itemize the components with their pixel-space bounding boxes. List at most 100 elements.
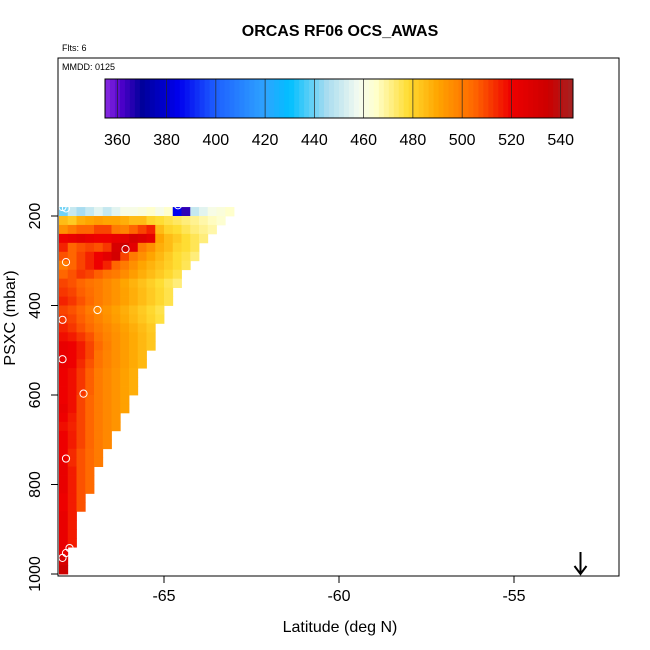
heatmap-cell: [59, 323, 69, 333]
colorbar-swatch: [518, 79, 524, 118]
heatmap-cell: [111, 314, 121, 324]
heatmap-cell: [164, 216, 174, 226]
heatmap-cell: [111, 359, 121, 369]
colorbar-swatch: [334, 79, 340, 118]
heatmap-cell: [146, 305, 156, 315]
colorbar-swatch: [264, 79, 270, 118]
colorbar-swatch: [468, 79, 474, 118]
heatmap-cell: [102, 395, 112, 405]
heatmap-cell: [120, 395, 130, 405]
heatmap-cell: [67, 439, 77, 450]
heatmap-cell: [76, 412, 86, 423]
heatmap-cell: [155, 242, 165, 253]
heatmap-cell: [67, 224, 77, 235]
heatmap-cell: [67, 412, 77, 423]
heatmap-cell: [102, 421, 112, 432]
heatmap-cell: [120, 287, 130, 297]
colorbar-swatch: [488, 79, 494, 118]
heatmap-cell: [129, 242, 139, 253]
heatmap-cell: [59, 511, 69, 521]
heatmap-cell: [111, 296, 121, 306]
heatmap-cell: [155, 260, 165, 271]
colorbar-swatch: [234, 79, 240, 118]
heatmap-cell: [190, 251, 200, 262]
heatmap-cell: [76, 350, 86, 360]
heatmap-cell: [94, 314, 104, 324]
colorbar-swatch: [418, 79, 425, 118]
colorbar-swatch: [358, 79, 365, 118]
heatmap-cell: [94, 430, 104, 441]
heatmap-cell: [146, 224, 156, 235]
heatmap-cell: [76, 341, 86, 351]
heatmap-cell: [59, 341, 69, 351]
heatmap-cell: [120, 242, 130, 253]
colorbar-swatch: [124, 79, 131, 118]
heatmap-cell: [94, 395, 104, 405]
heatmap-cell: [59, 493, 69, 503]
colorbar-swatch: [249, 79, 255, 118]
heatmap-cell: [67, 538, 77, 548]
colorbar-swatch: [119, 79, 126, 118]
heatmap-cell: [67, 332, 77, 342]
heatmap-cell: [76, 314, 86, 324]
heatmap-cell: [111, 341, 121, 351]
heatmap-cell: [199, 233, 209, 244]
sample-point: [93, 305, 102, 315]
heatmap-cell: [85, 475, 95, 485]
heatmap-cell: [94, 386, 104, 396]
colorbar-swatch: [433, 79, 440, 118]
heatmap-cell: [181, 224, 191, 235]
heatmap-cell: [76, 332, 86, 342]
heatmap-cell: [111, 403, 121, 414]
heatmap-cell: [111, 207, 121, 217]
heatmap-cell: [155, 207, 165, 217]
heatmap-cell: [85, 224, 95, 235]
heatmap-cell: [67, 466, 77, 476]
heatmap-cell: [67, 377, 77, 387]
heatmap-cell: [76, 296, 86, 306]
heatmap-cell: [76, 493, 86, 503]
heatmap-cell: [67, 314, 77, 324]
colorbar-swatch: [114, 79, 121, 118]
heatmap-cell: [85, 287, 95, 297]
heatmap-cell: [102, 430, 112, 441]
heatmap-cell: [172, 251, 182, 262]
heatmap-cell: [59, 296, 69, 306]
heatmap-cell: [76, 251, 86, 262]
heatmap-cell: [94, 260, 104, 271]
colorbar-swatch: [204, 79, 211, 118]
heatmap-cell: [172, 207, 182, 217]
heatmap-cell: [111, 224, 121, 235]
colorbar-swatch: [219, 79, 225, 118]
heatmap-cell: [59, 529, 69, 539]
colorbar-swatch: [528, 79, 534, 118]
heatmap-cell: [111, 216, 121, 226]
flights-label: Flts: 6: [62, 43, 87, 53]
heatmap-cell: [137, 242, 147, 253]
heatmap-cell: [76, 287, 86, 297]
heatmap-cell: [120, 251, 130, 262]
colorbar-swatch: [568, 79, 574, 118]
heatmap-cell: [111, 278, 121, 288]
heatmap-cell: [59, 350, 69, 360]
heatmap-cell: [76, 305, 86, 315]
heatmap-cell: [164, 233, 174, 244]
sample-points: [58, 201, 183, 562]
heatmap-cell: [59, 224, 69, 235]
colorbar-tick-label: 360: [104, 132, 131, 149]
heatmap-cell: [137, 323, 147, 333]
heatmap-cell: [146, 207, 156, 217]
heatmap-cell: [129, 386, 139, 396]
heatmap-cell: [207, 216, 217, 226]
heatmap-cell: [59, 278, 69, 288]
heatmap-cell: [146, 260, 156, 271]
heatmap-cell: [94, 224, 104, 235]
heatmap-cell: [120, 314, 130, 324]
heatmap-cell: [59, 484, 69, 494]
heatmap-cell: [190, 207, 200, 217]
heatmap-cell: [76, 377, 86, 387]
colorbar-swatch: [174, 79, 181, 118]
x-tick-label: -60: [327, 588, 350, 605]
heatmap-cell: [120, 368, 130, 378]
